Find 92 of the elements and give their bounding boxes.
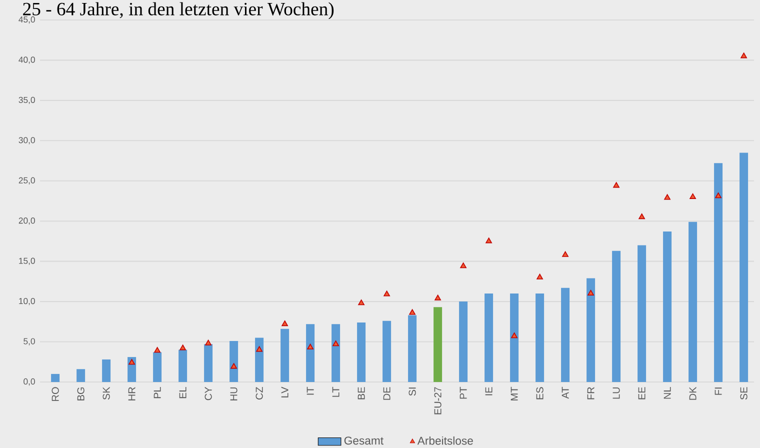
point — [613, 182, 620, 188]
x-tick-label: NL — [664, 387, 671, 399]
y-tick-label: 20,0 — [18, 218, 35, 225]
point — [536, 274, 543, 280]
bar — [255, 338, 264, 382]
bar — [561, 288, 570, 382]
point — [180, 344, 186, 350]
point — [588, 290, 594, 296]
point — [434, 294, 441, 300]
point — [486, 238, 492, 244]
bar — [76, 369, 86, 382]
bar — [459, 302, 468, 382]
x-tick-label: BG — [77, 387, 84, 400]
point — [205, 340, 212, 346]
point — [332, 340, 339, 346]
bar — [688, 222, 698, 382]
bar — [484, 293, 494, 382]
y-tick-label: 30,0 — [18, 137, 35, 144]
bar — [230, 340, 238, 382]
x-tick-label: LV — [281, 386, 288, 398]
y-tick-label: 15,0 — [19, 258, 35, 265]
point — [638, 213, 645, 220]
x-tick-label: AT — [562, 386, 569, 399]
point — [664, 194, 670, 200]
x-tick-label: MT — [510, 386, 518, 400]
x-tick-label: PL — [154, 387, 161, 398]
x-tick-label: ES — [536, 387, 544, 400]
x-tick-label: FR — [587, 387, 594, 400]
x-tick-label: SK — [102, 386, 110, 400]
bar — [51, 374, 60, 382]
x-tick-label: EU-27 — [434, 387, 442, 414]
bar — [332, 324, 340, 382]
bar — [408, 315, 417, 382]
bar — [178, 350, 188, 382]
x-tick-label: RO — [52, 387, 59, 401]
point — [256, 346, 262, 352]
bar — [663, 232, 672, 382]
bar — [357, 322, 366, 382]
bar — [128, 357, 136, 382]
bar — [586, 278, 596, 382]
bar — [153, 352, 162, 382]
point — [282, 320, 288, 326]
point — [562, 251, 568, 257]
point — [384, 290, 390, 296]
x-tick-label: LT — [332, 386, 340, 397]
bar — [306, 324, 315, 382]
x-tick-label: HR — [128, 387, 136, 400]
x-tick-label: SE — [740, 387, 748, 400]
point — [358, 300, 364, 306]
point — [690, 193, 696, 199]
bar — [434, 307, 442, 382]
x-tick-label: EL — [179, 387, 186, 398]
y-tick-label: 5,0 — [24, 338, 35, 346]
bar — [536, 293, 544, 382]
y-tick-label: 0,0 — [24, 378, 35, 386]
bar — [510, 293, 519, 382]
x-tick-label: PT — [460, 386, 467, 399]
point — [128, 359, 135, 365]
y-tick-label: 25,0 — [18, 177, 35, 184]
point — [511, 332, 518, 338]
legend-label: Gesamt — [344, 436, 384, 445]
y-tick-label: 35,0 — [18, 96, 35, 104]
x-tick-label: SI — [408, 388, 416, 396]
x-tick-label: HU — [230, 387, 238, 400]
x-tick-label: IE — [485, 387, 492, 396]
point — [460, 262, 466, 268]
bar — [740, 152, 748, 382]
legend-label: Arbeitslose — [417, 436, 473, 445]
bar — [102, 359, 111, 382]
bar — [714, 163, 723, 382]
x-tick-label: BE — [358, 387, 365, 400]
x-tick-label: FI — [714, 388, 722, 395]
y-tick-label: 40,0 — [18, 56, 35, 64]
point — [307, 344, 314, 350]
x-tick-label: LU — [612, 387, 620, 399]
x-tick-label: CZ — [256, 387, 263, 400]
y-tick-label: 10,0 — [19, 298, 35, 306]
x-tick-label: DK — [689, 386, 696, 400]
point — [230, 363, 237, 369]
point — [740, 52, 747, 58]
bar — [612, 250, 621, 382]
bar — [280, 328, 290, 382]
bar — [382, 320, 392, 382]
point — [154, 347, 160, 353]
x-tick-label: DE — [383, 387, 390, 400]
bar — [204, 344, 213, 382]
point — [409, 309, 416, 315]
x-tick-label: EE — [638, 387, 646, 400]
x-tick-label: CY — [204, 386, 212, 400]
x-tick-label: IT — [306, 386, 314, 395]
point — [715, 192, 722, 198]
bar — [638, 245, 646, 382]
